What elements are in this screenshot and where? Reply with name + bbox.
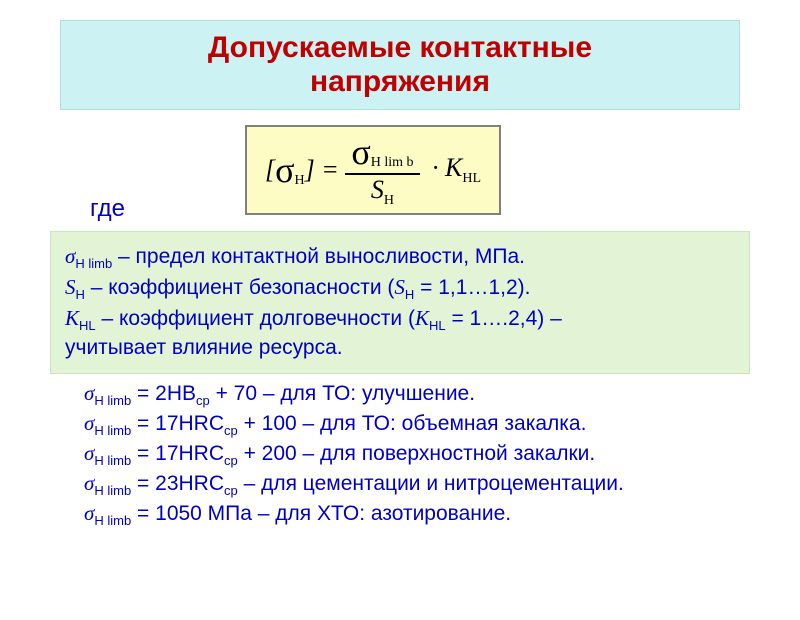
description-box: σH limb – предел контактной выносливости… [50,231,750,374]
title-line1: Допускаемые контактные [208,31,592,64]
limb-row-4: σH limb = 23HRCср – для цементации и нит… [84,470,736,500]
title-line2: напряжения [310,65,490,98]
desc-line-2: SH – коэффициент безопасности (SH = 1,1…… [65,273,735,304]
limb-row-1: σH limb = 2HBср + 70 – для ТО: улучшение… [84,380,736,410]
title-box: Допускаемые контактные напряжения [60,20,740,110]
limb-row-2: σH limb = 17HRCср + 100 – для ТО: объемн… [84,410,736,440]
page-title: Допускаемые контактные напряжения [81,31,719,99]
desc-line-3: KHL – коэффициент долговечности (KHL = 1… [65,304,735,335]
formula-numerator: σH lim b [345,131,419,175]
formula-fraction: σH lim b SH [345,131,419,209]
formula-denominator: SH [345,175,419,209]
formula-khl: · KHL [426,153,481,187]
desc-line-4: учитывает влияние ресурса. [65,334,735,362]
limb-row-5: σH limb = 1050 МПа – для ХТО: азотирован… [84,500,736,530]
desc-line-1: σH limb – предел контактной выносливости… [65,242,735,273]
formula-lhs: [σH] = [265,149,339,191]
limb-row-3: σH limb = 17HRCср + 200 – для поверхност… [84,440,736,470]
limb-list: σH limb = 2HBср + 70 – для ТО: улучшение… [80,378,740,532]
formula-box: [σH] = σH lim b SH · KHL [245,125,501,215]
